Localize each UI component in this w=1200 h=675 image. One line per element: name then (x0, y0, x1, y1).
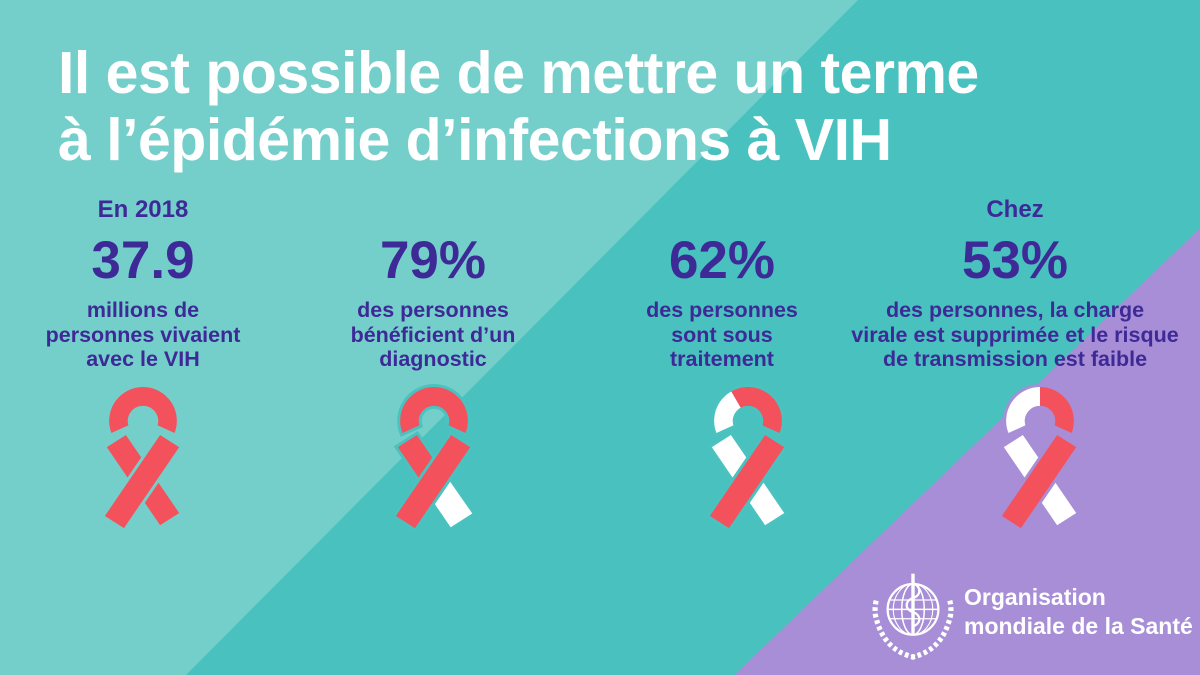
who-logo-line-2: mondiale de la Santé (964, 613, 1193, 639)
who-logo-text: Organisation mondiale de la Santé (964, 583, 1193, 641)
awareness-ribbon-icon (981, 381, 1099, 538)
stat-column-on-treatment: 62% des personnes sont sous traitement (592, 196, 852, 372)
stat-description: des personnes bénéficient d’un diagnosti… (350, 298, 516, 371)
stat-value: 37.9 (91, 231, 195, 290)
stat-column-diagnosed: 79% des personnes bénéficient d’un diagn… (303, 196, 563, 372)
stat-description: des personnes, la charge virale est supp… (851, 298, 1179, 371)
stat-description: des personnes sont sous traitement (646, 298, 798, 371)
stat-kicker: En 2018 (97, 196, 189, 223)
stat-kicker (303, 196, 563, 224)
stat-value: 62% (668, 231, 776, 290)
title-line-2: à l’épidémie d’infections à VIH (58, 107, 892, 173)
awareness-ribbon-icon (84, 381, 202, 538)
who-logo: Organisation mondiale de la Santé (866, 568, 1193, 662)
who-logo-line-1: Organisation (964, 584, 1106, 610)
title-line-1: Il est possible de mettre un terme (58, 40, 979, 106)
page-title: Il est possible de mettre un terme à l’é… (58, 40, 979, 174)
awareness-ribbon-icon (689, 381, 807, 538)
stat-column-virally-suppressed: Chez 53% des personnes, la charge virale… (830, 196, 1200, 372)
awareness-ribbon-icon (375, 381, 493, 538)
stat-description: millions de personnes vivaient avec le V… (45, 298, 241, 371)
who-emblem-icon (872, 573, 954, 660)
stat-value: 53% (961, 231, 1069, 290)
stat-value: 79% (379, 231, 487, 290)
stat-kicker (592, 196, 852, 224)
stat-kicker: Chez (986, 196, 1044, 223)
stat-column-people-living-with-hiv: En 2018 37.9 millions de personnes vivai… (13, 196, 273, 372)
